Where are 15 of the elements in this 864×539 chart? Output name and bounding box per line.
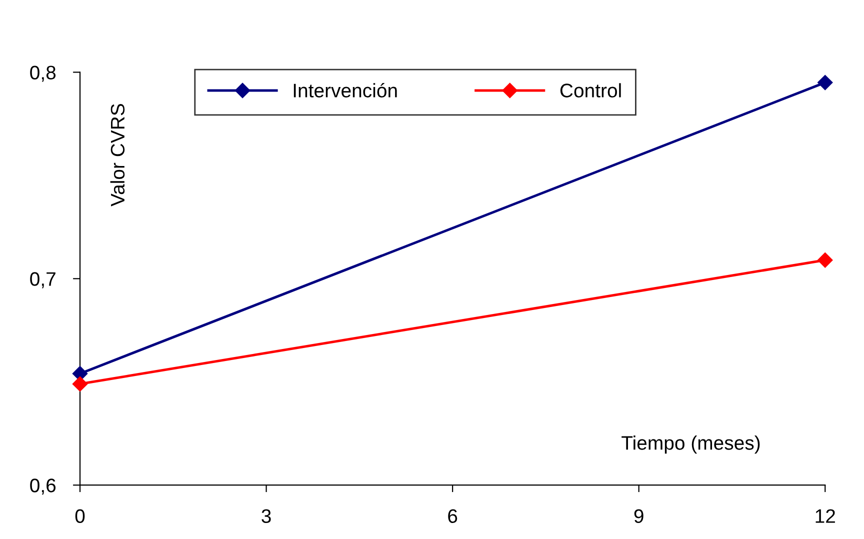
point	[818, 74, 833, 90]
x-axis-title: Tiempo (meses)	[622, 436, 760, 454]
x-tick-label: 6	[448, 509, 458, 523]
point	[818, 252, 833, 268]
x-tick-label: 3	[262, 509, 271, 523]
legend-label: Control	[560, 83, 621, 98]
y-tick-label: 0,8	[30, 66, 56, 82]
x-tick-label: 9	[634, 509, 644, 523]
y-axis-title: Valor CVRS	[110, 104, 125, 206]
y-tick-label: 0,7	[30, 272, 56, 288]
legend-label: Intervención	[294, 82, 397, 98]
x-tick-label: 12	[816, 509, 835, 523]
point	[72, 376, 88, 392]
y-tick-label: 0,6	[30, 478, 56, 495]
x-tick-label: 0	[75, 509, 85, 523]
